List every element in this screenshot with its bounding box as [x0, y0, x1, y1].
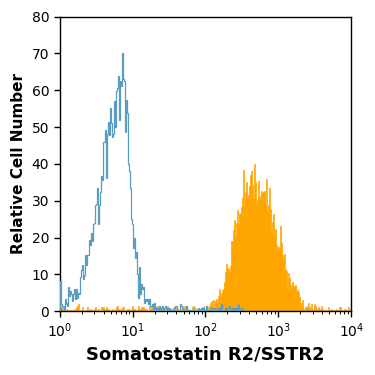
Y-axis label: Relative Cell Number: Relative Cell Number: [11, 74, 26, 255]
X-axis label: Somatostatin R2/SSTR2: Somatostatin R2/SSTR2: [86, 346, 325, 364]
